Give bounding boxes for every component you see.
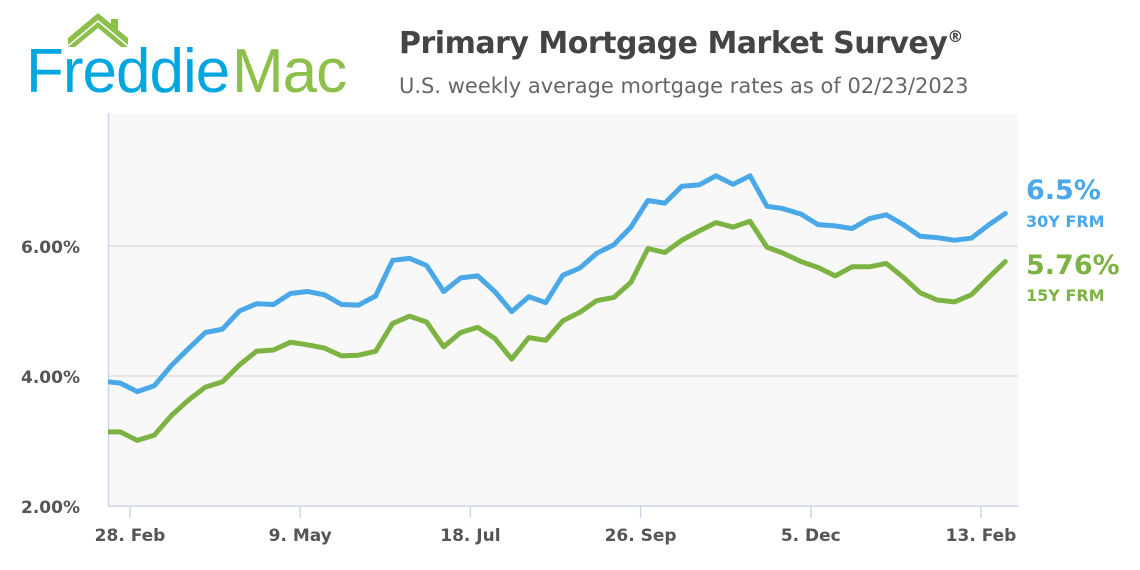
y-tick-label: 4.00%	[21, 368, 80, 388]
series-30y-last-value: 6.5%	[1026, 175, 1101, 206]
plot-area	[108, 113, 1018, 506]
x-tick-label: 28. Feb	[95, 526, 166, 546]
registered-mark: ®	[947, 27, 963, 46]
x-tick-label: 13. Feb	[946, 526, 1017, 546]
series-30y-name: 30Y FRM	[1026, 212, 1105, 231]
chart-subtitle: U.S. weekly average mortgage rates as of…	[399, 74, 969, 98]
x-tick-label: 18. Jul	[440, 526, 500, 546]
chart-title: Primary Mortgage Market Survey®	[399, 26, 963, 61]
series-line-30y	[108, 173, 1008, 395]
series-line-15y	[108, 218, 1008, 443]
y-tick-label: 6.00%	[21, 238, 80, 258]
x-tick-label: 9. May	[269, 526, 332, 546]
series-15y-last-value: 5.76%	[1026, 250, 1120, 281]
series-15y-name: 15Y FRM	[1026, 286, 1105, 305]
y-tick-label: 2.00%	[21, 498, 80, 518]
logo-text-mac: Mac	[232, 37, 346, 106]
x-tick-label: 5. Dec	[781, 526, 841, 546]
logo-text-freddie: Freddie	[26, 37, 229, 106]
title-text: Primary Mortgage Market Survey	[399, 26, 948, 61]
x-tick-label: 26. Sep	[605, 526, 677, 546]
freddie-mac-logo: Freddie Mac	[26, 13, 347, 106]
